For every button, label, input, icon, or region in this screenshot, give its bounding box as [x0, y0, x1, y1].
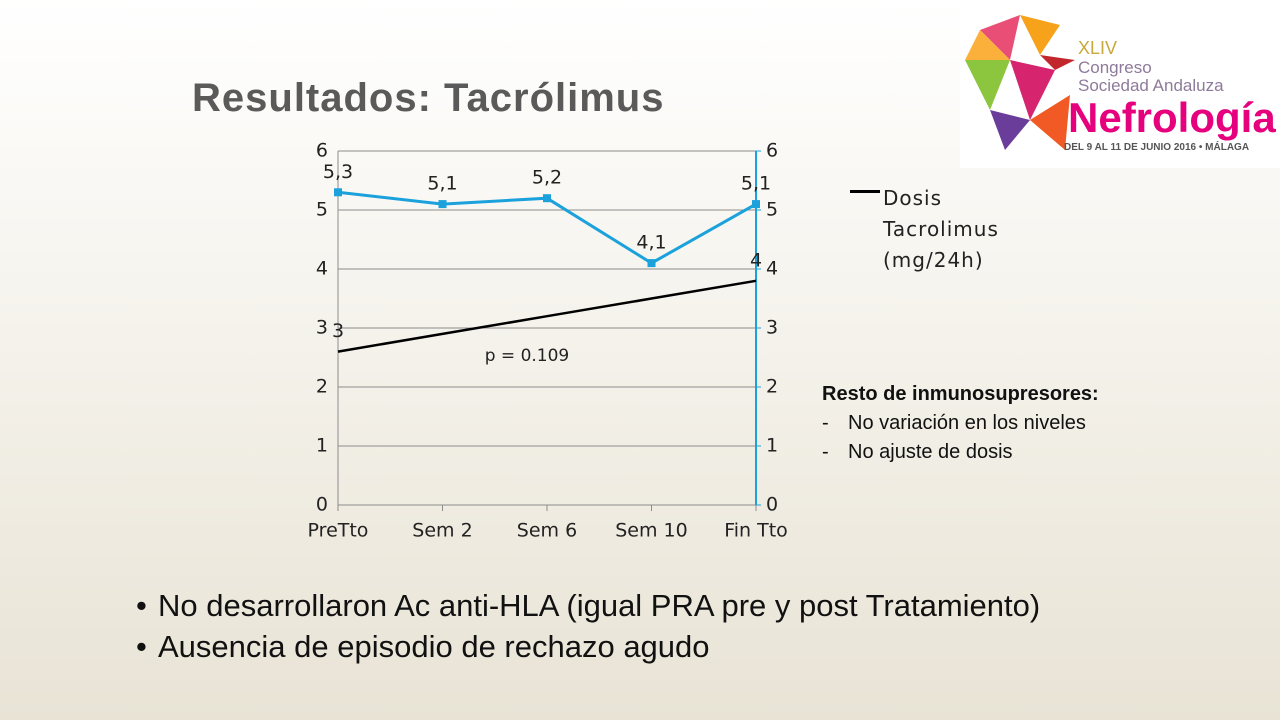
- bullet: • Ausencia de episodio de rechazo agudo: [136, 629, 710, 664]
- data-label: 5,1: [741, 173, 771, 195]
- series-line: [337, 190, 757, 265]
- data-label: 3: [332, 320, 344, 342]
- data-label: 4,1: [636, 232, 666, 254]
- y-tick-label: 6: [316, 140, 328, 162]
- y2-tick-label: 2: [766, 376, 778, 398]
- x-tick-label: PreTto: [308, 520, 369, 542]
- logo: XLIV Congreso Sociedad Andaluza Nefrolog…: [960, 0, 1280, 168]
- point-marker: [752, 200, 760, 209]
- y-tick-label: 4: [316, 258, 328, 280]
- point-marker: [334, 188, 342, 197]
- x-tick-label: Sem 10: [615, 520, 687, 542]
- note-item: - No ajuste de dosis: [822, 441, 1013, 463]
- legend-label: Dosis Tacrolimus (mg/24h): [883, 186, 999, 272]
- annotation: p = 0.109: [485, 346, 570, 366]
- logo-edition: XLIV: [1078, 38, 1118, 58]
- data-label: 5,1: [427, 173, 457, 195]
- bullet-text: Ausencia de episodio de rechazo agudo: [158, 629, 710, 664]
- point-marker: [647, 259, 656, 268]
- point-marker: [543, 194, 551, 203]
- y2-tick-label: 3: [766, 317, 778, 339]
- bullet-text: No desarrollaron Ac anti-HLA (igual PRA …: [158, 588, 1041, 623]
- y-tick-label: 3: [316, 317, 328, 339]
- bullet: • No desarrollaron Ac anti-HLA (igual PRA…: [136, 588, 1041, 623]
- y-tick-label: 5: [316, 199, 328, 221]
- legend-swatch: [850, 190, 880, 193]
- data-label: 5,3: [323, 161, 353, 183]
- y-tick-label: 2: [316, 376, 328, 398]
- y-tick-label: 1: [316, 435, 328, 457]
- y2-tick-label: 4: [766, 258, 778, 280]
- point-marker: [438, 200, 447, 209]
- logo-text: Congreso: [1078, 58, 1152, 77]
- logo-art: [965, 15, 1075, 150]
- note-heading: Resto de inmunosupresores:: [822, 383, 1099, 405]
- y2-tick-label: 0: [766, 494, 778, 516]
- bullet-list: • No desarrollaron Ac anti-HLA (igual PRA…: [136, 585, 1040, 667]
- side-note: Resto de inmunosupresores: - No variación…: [822, 380, 1099, 467]
- data-label: 4: [750, 249, 762, 271]
- y2-tick-label: 6: [766, 140, 778, 162]
- note-text: No ajuste de dosis: [848, 441, 1013, 463]
- logo-name: Nefrología: [1068, 94, 1276, 141]
- note-item: - No variación en los niveles: [822, 412, 1086, 434]
- y2-tick-label: 5: [766, 199, 778, 221]
- slide-title: Resultados: Tacrólimus: [192, 76, 665, 120]
- x-tick-label: Sem 6: [517, 520, 577, 542]
- note-text: No variación en los niveles: [848, 412, 1086, 434]
- logo-dates: DEL 9 AL 11 DE JUNIO 2016 • MÁLAGA: [1064, 142, 1250, 153]
- y2-tick-label: 1: [766, 435, 778, 457]
- series-line: [337, 279, 757, 353]
- x-tick-label: Sem 2: [412, 520, 472, 542]
- data-label: 5,2: [532, 167, 562, 189]
- y-tick-label: 0: [316, 494, 328, 516]
- logo-text: Sociedad Andaluza: [1078, 76, 1224, 95]
- x-tick-label: Fin Tto: [724, 520, 788, 542]
